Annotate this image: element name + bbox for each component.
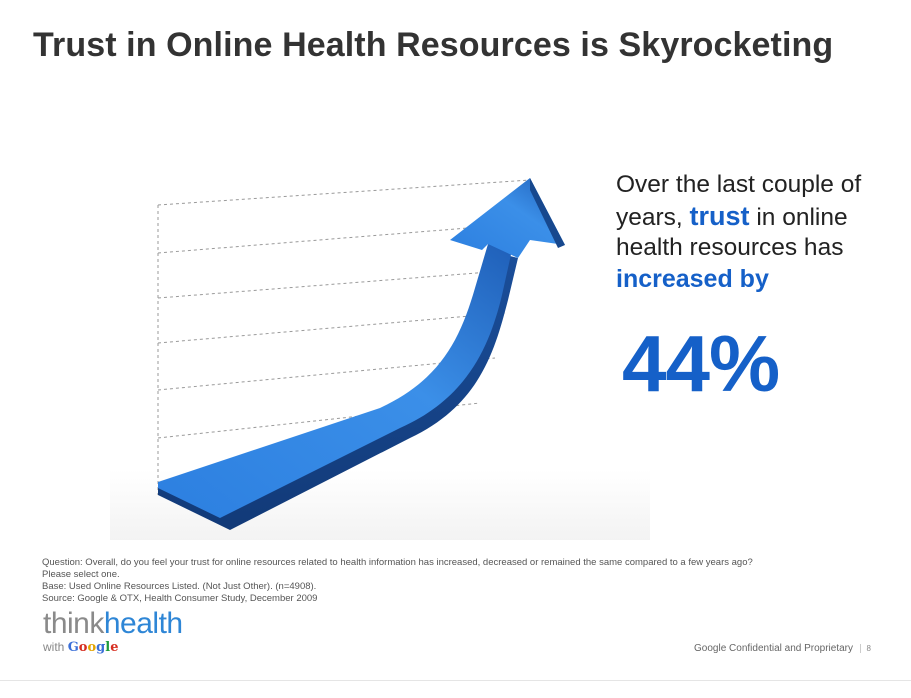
arrow-body <box>158 244 512 518</box>
page-number: 8 <box>859 644 871 653</box>
slide-title: Trust in Online Health Resources is Skyr… <box>33 26 834 64</box>
big-number-stat: 44% <box>622 319 780 408</box>
callout-line-2-suffix: in online <box>749 203 848 231</box>
footnotes: Question: Overall, do you feel your trus… <box>42 557 862 605</box>
rising-arrow-illustration <box>110 178 650 540</box>
callout-line-2: years, trust in online <box>616 201 906 234</box>
logo-wordmark: thinkhealth <box>43 608 183 640</box>
google-logo: Google <box>67 640 119 655</box>
footnote-question: Question: Overall, do you feel your trus… <box>42 557 753 568</box>
confidential-notice: Google Confidential and Proprietary <box>694 643 853 654</box>
footnote-source: Source: Google & OTX, Health Consumer St… <box>42 593 318 604</box>
thinkhealth-logo: thinkhealth with Google <box>43 608 183 656</box>
logo-health: health <box>103 607 183 640</box>
arrow-head-side <box>530 178 565 248</box>
callout-highlight-trust: trust <box>689 200 750 231</box>
logo-think: think <box>43 607 104 640</box>
footnote-base: Base: Used Online Resources Listed. (Not… <box>42 581 317 592</box>
callout-text: Over the last couple of years, trust in … <box>616 170 906 294</box>
logo-with-google: with Google <box>43 640 183 655</box>
callout-line-4: increased by <box>616 264 769 293</box>
callout-line-2-prefix: years, <box>616 203 690 231</box>
dashed-gridlines <box>157 179 531 495</box>
bottom-divider <box>0 680 911 681</box>
callout-line-3: health resources has <box>616 234 844 261</box>
callout-line-1: Over the last couple of <box>616 171 862 198</box>
footnote-instruction: Please select one. <box>42 569 120 580</box>
logo-with: with <box>43 640 68 654</box>
